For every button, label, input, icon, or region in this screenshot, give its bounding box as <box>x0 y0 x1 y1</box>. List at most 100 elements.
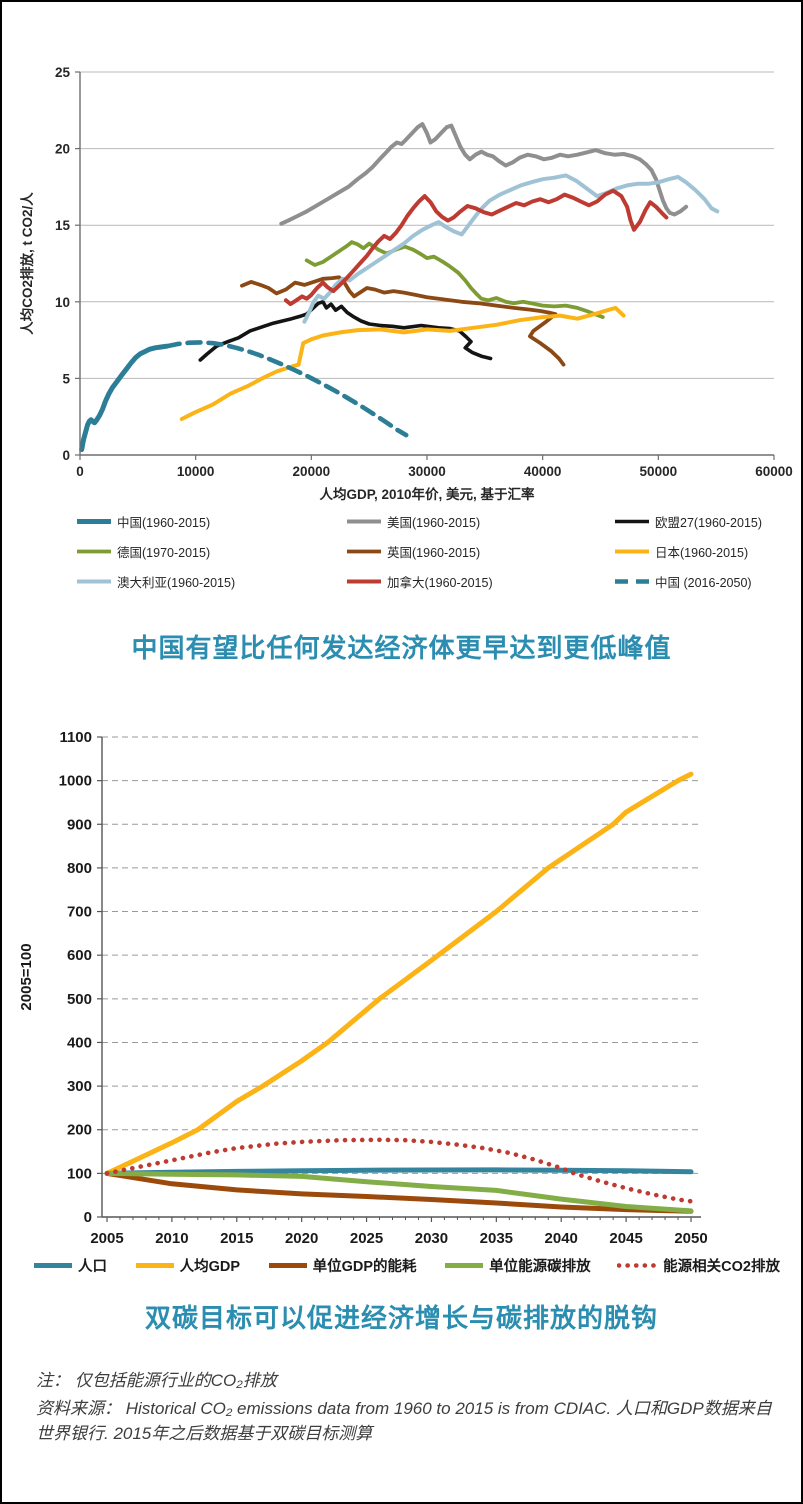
legend-label: 澳大利亚(1960-2015) <box>117 576 236 590</box>
legend-label: 中国 (2016-2050) <box>655 576 752 590</box>
x-tick-label: 2005 <box>90 1230 123 1247</box>
chart1-title: 中国有望比任何发达经济体更早达到更低峰值 <box>131 633 672 663</box>
legend-label: 单位能源碳排放 <box>489 1259 591 1275</box>
series-line-0-0 <box>79 343 170 453</box>
legend-item: 澳大利亚(1960-2015) <box>75 571 345 592</box>
series-line-0-4 <box>239 275 566 367</box>
legend-label: 人均GDP <box>179 1259 240 1275</box>
y-tick-label: 500 <box>67 991 92 1008</box>
legend-item: 中国 (2016-2050) <box>613 571 790 592</box>
legend-item: 英国(1960-2015) <box>345 541 613 562</box>
y-tick-label: 800 <box>67 860 92 877</box>
y-tick-label: 5 <box>62 371 70 386</box>
series-line-1-2 <box>104 1170 694 1214</box>
legend-swatch-line <box>615 579 649 584</box>
legend-item: 中国(1960-2015) <box>75 511 345 532</box>
series-line-1-3 <box>104 1170 694 1214</box>
series-line-0-3 <box>304 240 605 320</box>
y-tick-label: 1100 <box>59 729 92 746</box>
legend-swatch-line <box>347 519 381 524</box>
y-tick-label: 0 <box>62 448 70 463</box>
legend-item: 人均GDP <box>134 1255 240 1276</box>
x-tick-label: 50000 <box>640 464 678 479</box>
legend-swatch-line <box>77 549 111 554</box>
y-tick-label: 200 <box>67 1122 92 1139</box>
legend-swatch-line <box>617 1263 660 1268</box>
y-tick-label: 0 <box>84 1209 92 1226</box>
x-tick-label: 10000 <box>177 464 215 479</box>
legend-swatch-line <box>34 1263 72 1268</box>
x-tick-label: 20000 <box>293 464 331 479</box>
legend-item: 美国(1960-2015) <box>345 511 613 532</box>
x-tick-label: 2020 <box>285 1230 318 1247</box>
legend-label: 美国(1960-2015) <box>387 516 481 530</box>
legend-swatch-line <box>135 1263 174 1268</box>
chart1-legend: 中国(1960-2015) 美国(1960-2015) 欧盟27(1960-2015… <box>75 511 790 592</box>
legend-item: 人口 <box>32 1255 107 1276</box>
series-line-1-1 <box>104 771 694 1176</box>
series-line-0-5 <box>179 305 626 421</box>
y-tick-label: 25 <box>55 65 71 80</box>
series-line-0-2 <box>198 299 493 362</box>
y-tick-label: 15 <box>55 218 71 233</box>
y-tick-label: 300 <box>67 1078 92 1095</box>
footnotes: 注： 仅包括能源行业的CO₂排放 资料来源： Historical CO₂ em… <box>36 1368 786 1449</box>
x-tick-label: 2035 <box>480 1230 513 1247</box>
y-tick-label: 700 <box>67 904 92 921</box>
y-axis-title: 2005=100 <box>18 943 35 1010</box>
series-line-0-8 <box>164 340 409 438</box>
x-axis-title: 人均GDP, 2010年价, 美元, 基于汇率 <box>319 486 535 502</box>
y-tick-label: 600 <box>67 947 92 964</box>
legend-item: 日本(1960-2015) <box>613 541 790 562</box>
x-tick-label: 2025 <box>350 1230 383 1247</box>
y-tick-label: 10 <box>55 295 70 310</box>
legend-label: 英国(1960-2015) <box>387 546 481 560</box>
x-tick-label: 30000 <box>408 464 446 479</box>
y-tick-label: 100 <box>67 1165 92 1182</box>
legend-label: 加拿大(1960-2015) <box>387 576 493 590</box>
legend-swatch-line <box>347 579 381 584</box>
legend-label: 能源相关CO2排放 <box>663 1259 780 1275</box>
legend-label: 中国(1960-2015) <box>117 516 211 530</box>
legend-item: 德国(1970-2015) <box>75 541 345 562</box>
x-tick-label: 0 <box>76 464 84 479</box>
y-tick-label: 900 <box>67 816 92 833</box>
chart2-title: 双碳目标可以促进经济增长与碳排放的脱钩 <box>144 1303 658 1333</box>
legend-label: 人口 <box>78 1259 107 1275</box>
source-line: 资料来源： Historical CO₂ emissions data from… <box>36 1398 772 1444</box>
chart2-legend: 人口 人均GDP 单位GDP的能耗 单位能源碳排放 能源相关CO2排放 <box>32 1255 780 1276</box>
series-line-0-6 <box>302 173 720 324</box>
legend-swatch-line <box>347 549 381 554</box>
legend-item: 单位能源碳排放 <box>443 1255 591 1276</box>
legend-swatch-line <box>615 519 649 524</box>
legend-label: 德国(1970-2015) <box>117 546 211 560</box>
legend-swatch-line <box>615 549 649 554</box>
legend-label: 单位GDP的能耗 <box>312 1259 417 1275</box>
x-tick-label: 2010 <box>155 1230 188 1247</box>
legend-label: 日本(1960-2015) <box>655 546 749 560</box>
legend-item: 能源相关CO2排放 <box>617 1255 780 1276</box>
x-tick-label: 60000 <box>755 464 793 479</box>
legend-swatch-line <box>77 579 111 584</box>
x-tick-label: 2050 <box>674 1230 707 1247</box>
x-tick-label: 40000 <box>524 464 562 479</box>
y-tick-label: 1000 <box>59 773 92 790</box>
legend-swatch-line <box>268 1263 307 1268</box>
series-line-1-0 <box>104 1167 694 1176</box>
legend-item: 欧盟27(1960-2015) <box>613 511 790 532</box>
y-axis-title: 人均CO2排放, t CO2/人 <box>19 192 35 335</box>
legend-label: 欧盟27(1960-2015) <box>655 516 763 530</box>
legend-swatch-line <box>445 1263 484 1268</box>
y-tick-label: 20 <box>55 142 70 157</box>
x-tick-label: 2030 <box>415 1230 448 1247</box>
legend-item: 加拿大(1960-2015) <box>345 571 613 592</box>
series-line-1-4 <box>104 1137 694 1204</box>
y-tick-label: 400 <box>67 1034 92 1051</box>
x-tick-label: 2015 <box>220 1230 253 1247</box>
series-line-0-7 <box>283 188 669 307</box>
x-tick-label: 2040 <box>545 1230 578 1247</box>
note-line: 注： 仅包括能源行业的CO₂排放 <box>36 1371 277 1390</box>
series-line-0-1 <box>279 122 689 226</box>
